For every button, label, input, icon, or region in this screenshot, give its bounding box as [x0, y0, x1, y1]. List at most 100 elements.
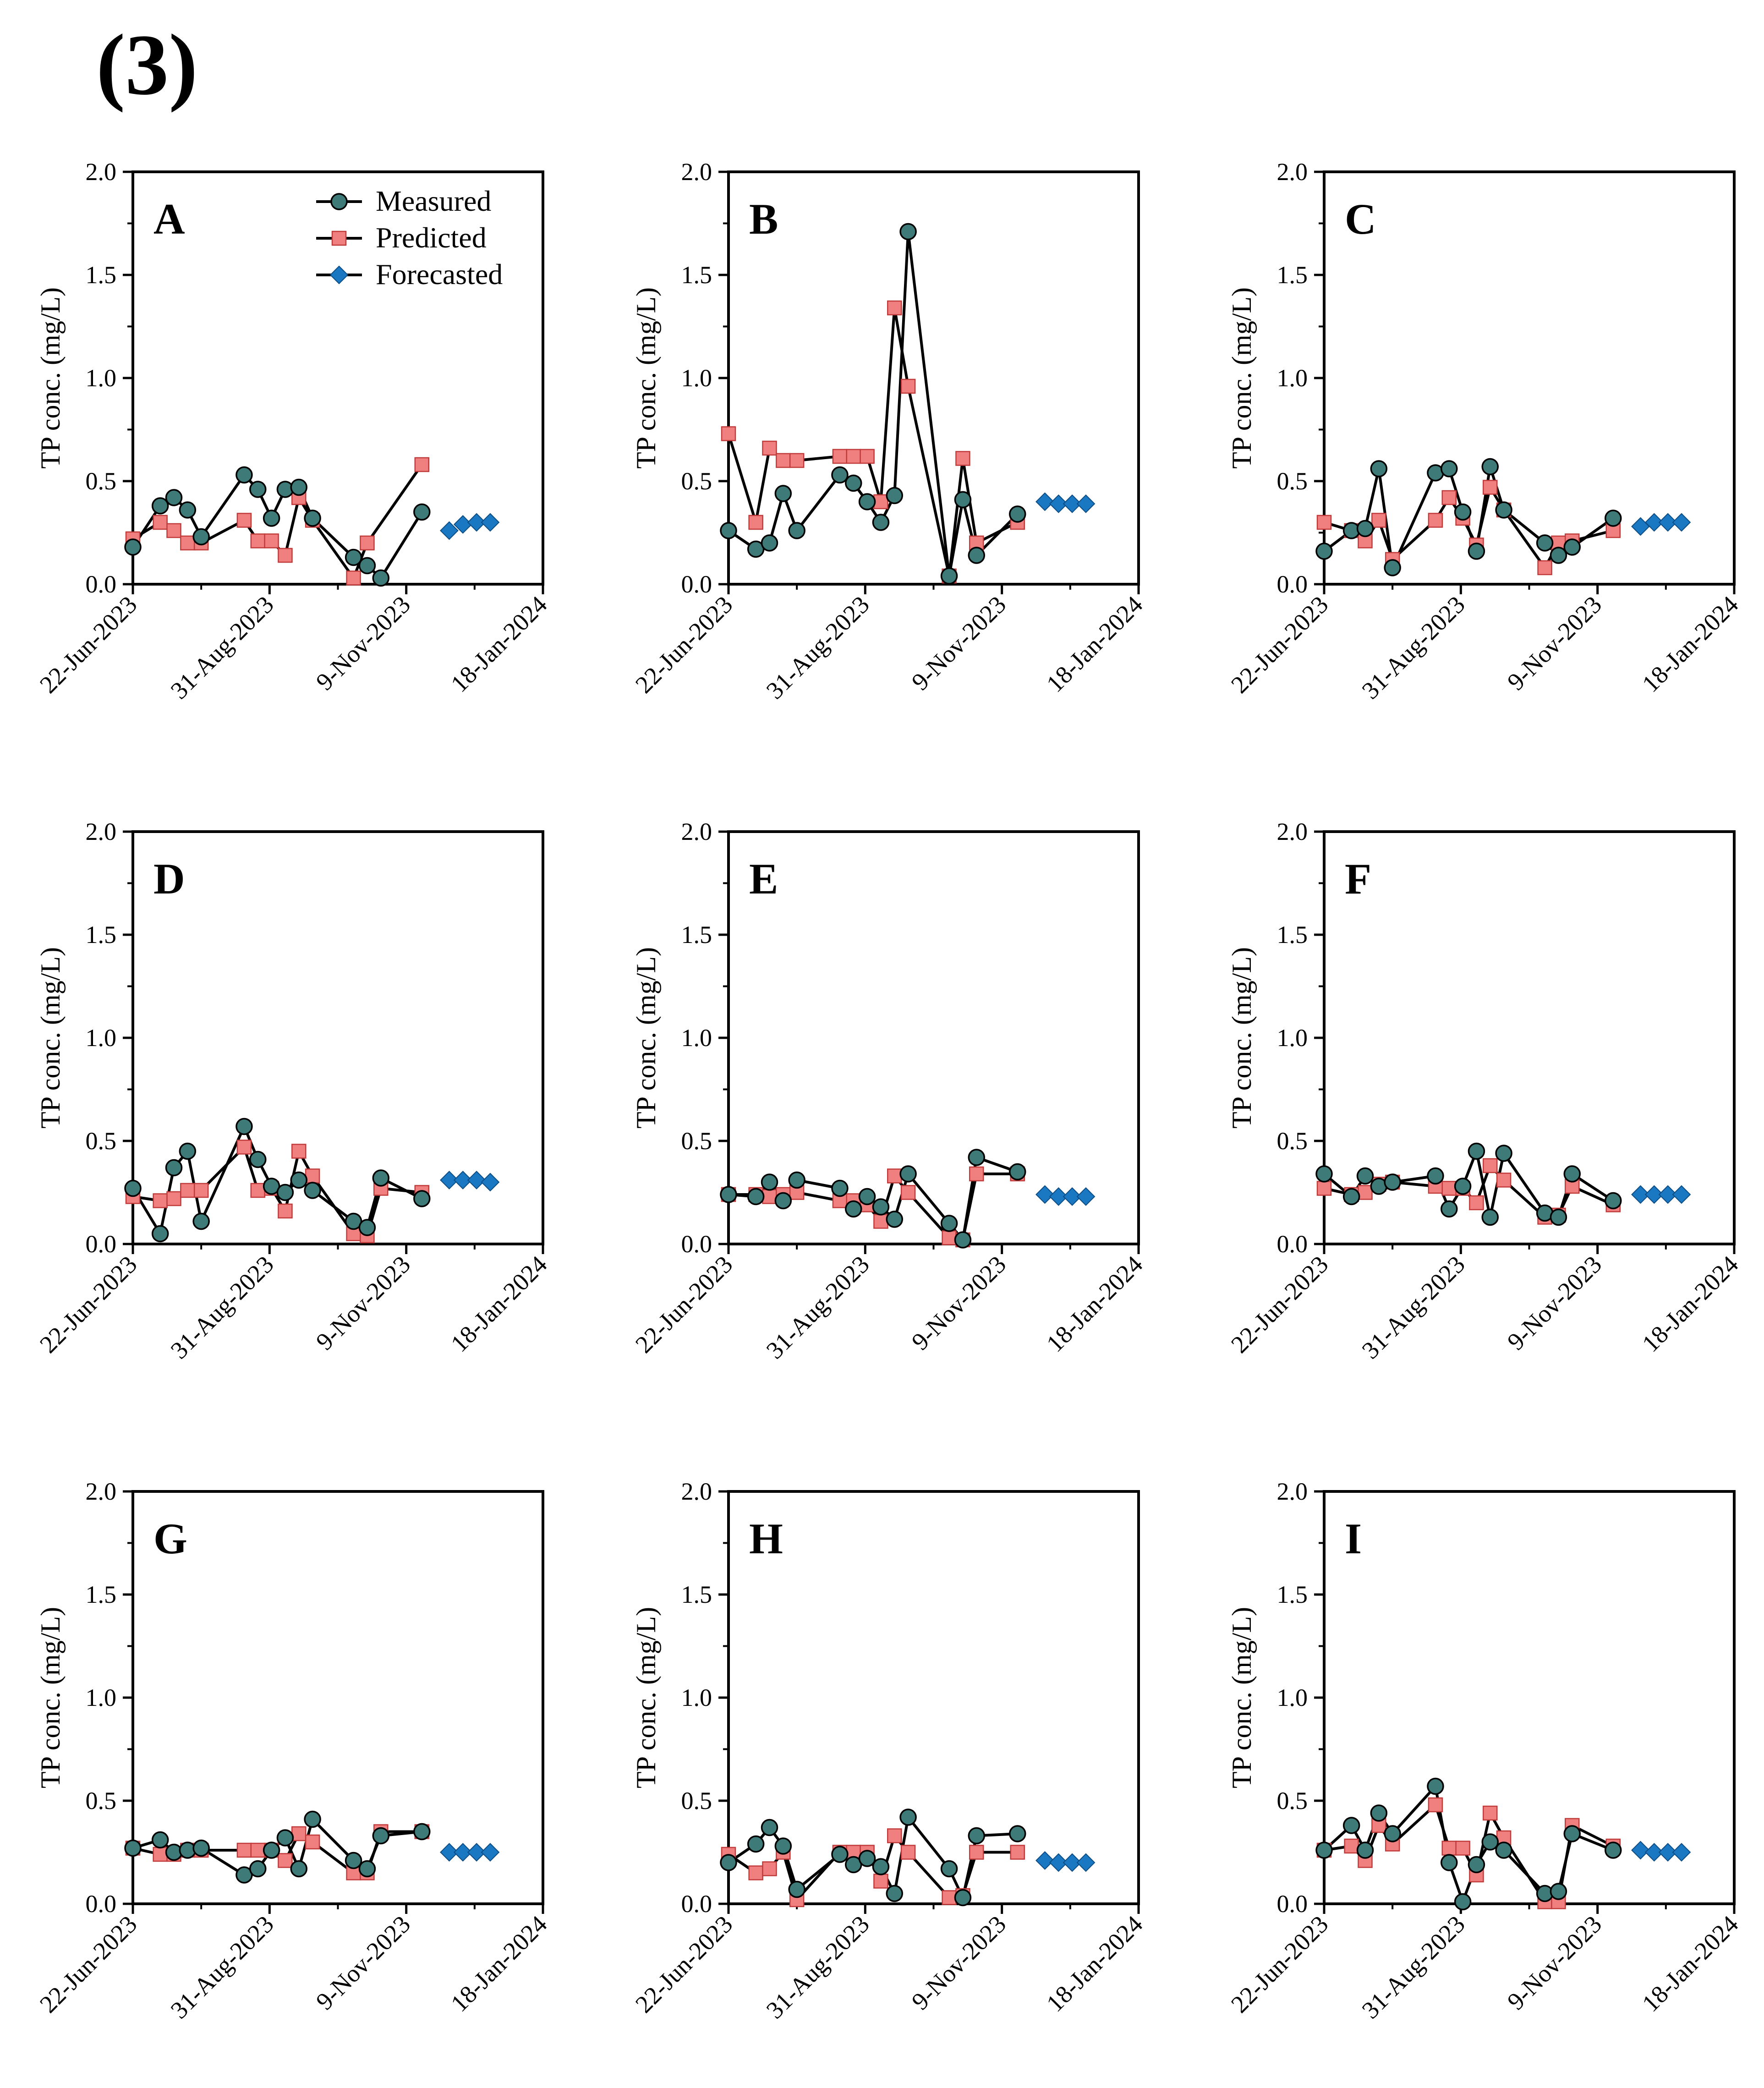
- predicted-point: [789, 453, 805, 468]
- forecasted-point: [481, 513, 500, 532]
- measured-point: [345, 548, 362, 566]
- measured-point: [761, 1173, 778, 1191]
- y-tick-label: 1.5: [1277, 1581, 1308, 1608]
- measured-point: [968, 1827, 986, 1845]
- measured-point: [940, 1860, 958, 1878]
- y-tick-label: 2.0: [681, 1478, 712, 1505]
- predicted-point: [166, 523, 181, 538]
- measured-point: [858, 493, 876, 510]
- forecasted-point: [1076, 1187, 1096, 1206]
- measured-point: [1384, 559, 1401, 576]
- y-tick-label: 0.5: [1277, 467, 1308, 495]
- measured-point: [249, 1860, 267, 1878]
- measured-point: [872, 1198, 890, 1216]
- measured-point: [1356, 1841, 1374, 1859]
- predicted-point: [1483, 480, 1498, 495]
- forecasted-point: [1063, 1187, 1082, 1206]
- y-tick-label: 0.5: [1277, 1787, 1308, 1814]
- measured-point: [858, 1850, 876, 1867]
- predicted-point: [900, 1845, 916, 1860]
- predicted-point: [264, 533, 279, 548]
- x-tick-label: 18-Jan-2024: [445, 1250, 552, 1357]
- measured-point: [1550, 1883, 1567, 1900]
- forecasted-point: [1631, 1841, 1650, 1860]
- forecasted-point: [453, 1171, 472, 1189]
- y-tick-label: 1.5: [86, 1581, 117, 1608]
- forecasted-point: [1672, 1185, 1691, 1204]
- measured-point: [1468, 1142, 1485, 1160]
- x-tick-label: 22-Jun-2023: [630, 1250, 738, 1358]
- predicted-point: [1316, 515, 1332, 530]
- measured-point: [1009, 505, 1026, 523]
- predicted-point: [762, 1189, 777, 1204]
- measured-point: [788, 1880, 805, 1898]
- y-axis-label: TP conc. (mg/L): [631, 947, 661, 1129]
- measured-point: [774, 1837, 792, 1855]
- measured-point: [1563, 538, 1581, 556]
- predicted-point: [1010, 1845, 1025, 1860]
- measured-point: [372, 1169, 390, 1187]
- measured-point: [263, 1841, 280, 1859]
- panel-letter: G: [153, 1514, 187, 1563]
- measured-point: [872, 1858, 890, 1875]
- measured-point: [192, 1839, 210, 1857]
- measured-point: [192, 528, 210, 546]
- measured-point: [236, 466, 253, 484]
- y-tick-label: 0.0: [1277, 570, 1308, 598]
- x-tick-label: 18-Jan-2024: [445, 591, 552, 697]
- y-axis-label: TP conc. (mg/L): [35, 287, 66, 469]
- forecasted-point: [1049, 494, 1068, 513]
- y-tick-label: 0.5: [681, 1127, 712, 1155]
- measured-point: [1481, 458, 1499, 476]
- panel-letter: E: [749, 855, 778, 903]
- measured-point: [1605, 1841, 1622, 1859]
- measured-point: [1563, 1165, 1581, 1183]
- y-tick-label: 1.5: [681, 921, 712, 948]
- measured-point: [954, 491, 972, 509]
- panel-letter: C: [1345, 195, 1376, 243]
- measured-point: [304, 510, 321, 527]
- measured-point: [124, 1839, 142, 1857]
- forecasted-point: [440, 521, 459, 540]
- measured-point: [774, 485, 792, 502]
- measured-point: [1315, 543, 1333, 560]
- measured-point: [899, 1165, 917, 1183]
- legend-label: Predicted: [376, 221, 487, 254]
- predicted-point: [278, 1203, 293, 1219]
- y-tick-label: 0.5: [1277, 1127, 1308, 1155]
- forecasted-point: [1658, 1185, 1677, 1204]
- measured-point: [1468, 543, 1485, 560]
- predicted-point: [153, 1847, 168, 1862]
- y-tick-label: 0.0: [681, 1890, 712, 1918]
- measured-point: [1441, 460, 1458, 477]
- panel-a: 0.0 0.5 1.0 1.5 2.0 22-Jun-2023 31-Aug-2023 9-N…: [34, 158, 552, 704]
- forecasted-point: [467, 513, 486, 532]
- measured-point: [151, 497, 169, 515]
- x-tick-label: 22-Jun-2023: [1226, 591, 1333, 698]
- measured-point: [831, 1179, 849, 1197]
- measured-point: [345, 1852, 362, 1869]
- measured-point: [761, 534, 778, 552]
- predicted-point: [1441, 1841, 1457, 1856]
- y-tick-label: 1.0: [681, 364, 712, 392]
- y-tick-label: 1.0: [681, 1024, 712, 1052]
- measured-point: [1495, 501, 1512, 519]
- predicted-point: [762, 1861, 777, 1876]
- x-tick-label: 22-Jun-2023: [1226, 1250, 1333, 1358]
- predicted-point: [846, 449, 861, 464]
- predicted-point: [762, 440, 777, 456]
- y-tick-label: 0.5: [681, 467, 712, 495]
- predicted-point: [873, 1214, 888, 1229]
- measured-point: [304, 1182, 321, 1199]
- forecasted-point: [1049, 1187, 1068, 1206]
- x-tick-label: 9-Nov-2023: [1502, 591, 1607, 696]
- forecasted-point: [1049, 1853, 1068, 1872]
- x-tick-label: 31-Aug-2023: [761, 591, 875, 704]
- measured-point: [747, 1835, 765, 1853]
- x-tick-label: 9-Nov-2023: [906, 1250, 1011, 1355]
- measured-point: [1536, 534, 1554, 552]
- forecasted-point: [329, 265, 349, 285]
- panel-f: 0.0 0.5 1.0 1.5 2.0 22-Jun-2023 31-Aug-2023 9-N…: [1226, 818, 1743, 1364]
- measured-point: [720, 1854, 737, 1871]
